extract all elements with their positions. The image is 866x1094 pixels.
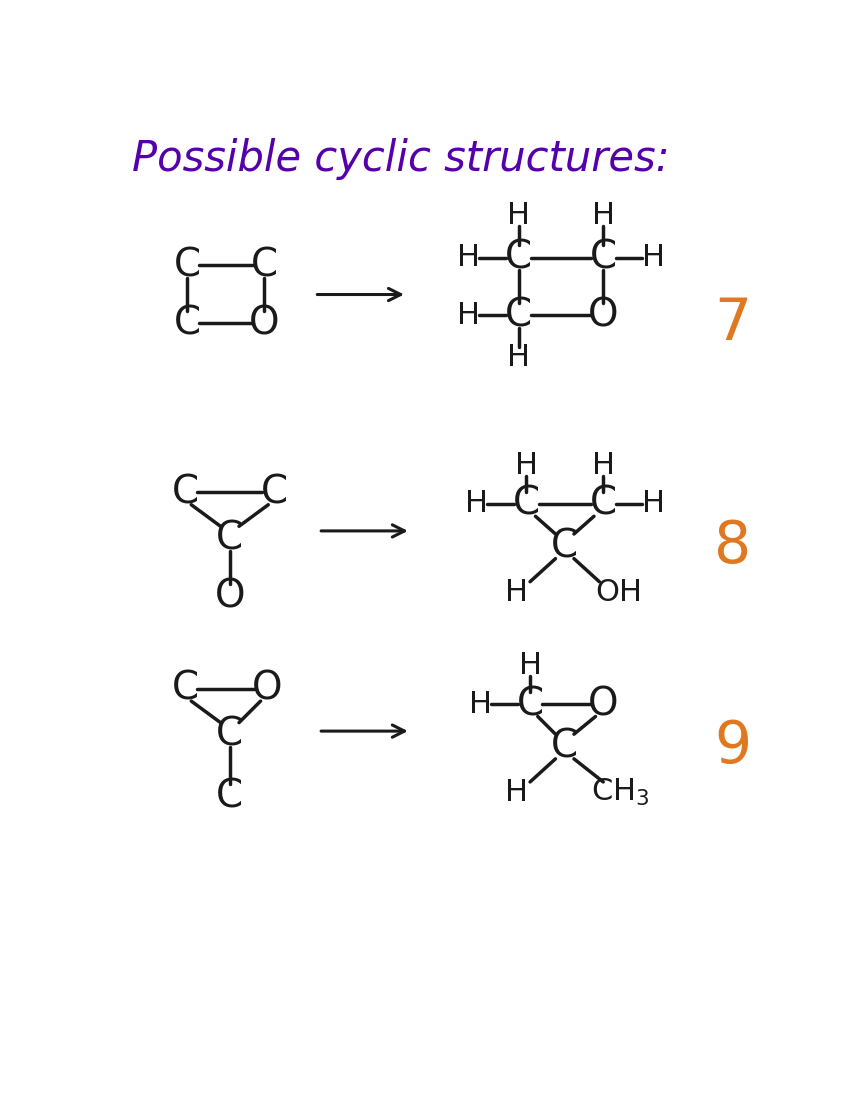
- Text: 9: 9: [714, 718, 751, 775]
- Text: C: C: [171, 670, 198, 708]
- Text: H: H: [506, 778, 528, 807]
- Text: 7: 7: [714, 294, 751, 351]
- Text: O: O: [588, 685, 618, 723]
- Text: H: H: [469, 689, 492, 719]
- Text: H: H: [514, 451, 538, 480]
- Text: C: C: [216, 715, 243, 754]
- Text: O: O: [588, 296, 618, 335]
- Text: C: C: [261, 474, 288, 511]
- Text: H: H: [457, 301, 480, 329]
- Text: CH$_3$: CH$_3$: [591, 777, 650, 808]
- Text: C: C: [590, 238, 617, 277]
- Text: C: C: [505, 238, 532, 277]
- Text: C: C: [216, 778, 243, 815]
- Text: O: O: [215, 578, 245, 615]
- Text: 8: 8: [714, 517, 751, 574]
- Text: H: H: [642, 243, 665, 272]
- Text: H: H: [506, 578, 528, 607]
- Text: O: O: [251, 670, 282, 708]
- Text: H: H: [507, 344, 530, 372]
- Text: H: H: [465, 489, 488, 519]
- Text: OH: OH: [595, 578, 642, 607]
- Text: C: C: [513, 485, 540, 523]
- Text: C: C: [251, 246, 278, 284]
- Text: C: C: [516, 685, 544, 723]
- Text: H: H: [507, 200, 530, 230]
- Text: Possible cyclic structures:: Possible cyclic structures:: [132, 138, 669, 181]
- Text: C: C: [174, 304, 201, 342]
- Text: O: O: [249, 304, 280, 342]
- Text: H: H: [519, 651, 541, 680]
- Text: C: C: [174, 246, 201, 284]
- Text: H: H: [642, 489, 665, 519]
- Text: C: C: [505, 296, 532, 335]
- Text: H: H: [457, 243, 480, 272]
- Text: C: C: [216, 520, 243, 558]
- Text: C: C: [171, 474, 198, 511]
- Text: H: H: [591, 200, 615, 230]
- Text: C: C: [551, 728, 578, 766]
- Text: C: C: [590, 485, 617, 523]
- Text: C: C: [551, 527, 578, 566]
- Text: H: H: [591, 451, 615, 480]
